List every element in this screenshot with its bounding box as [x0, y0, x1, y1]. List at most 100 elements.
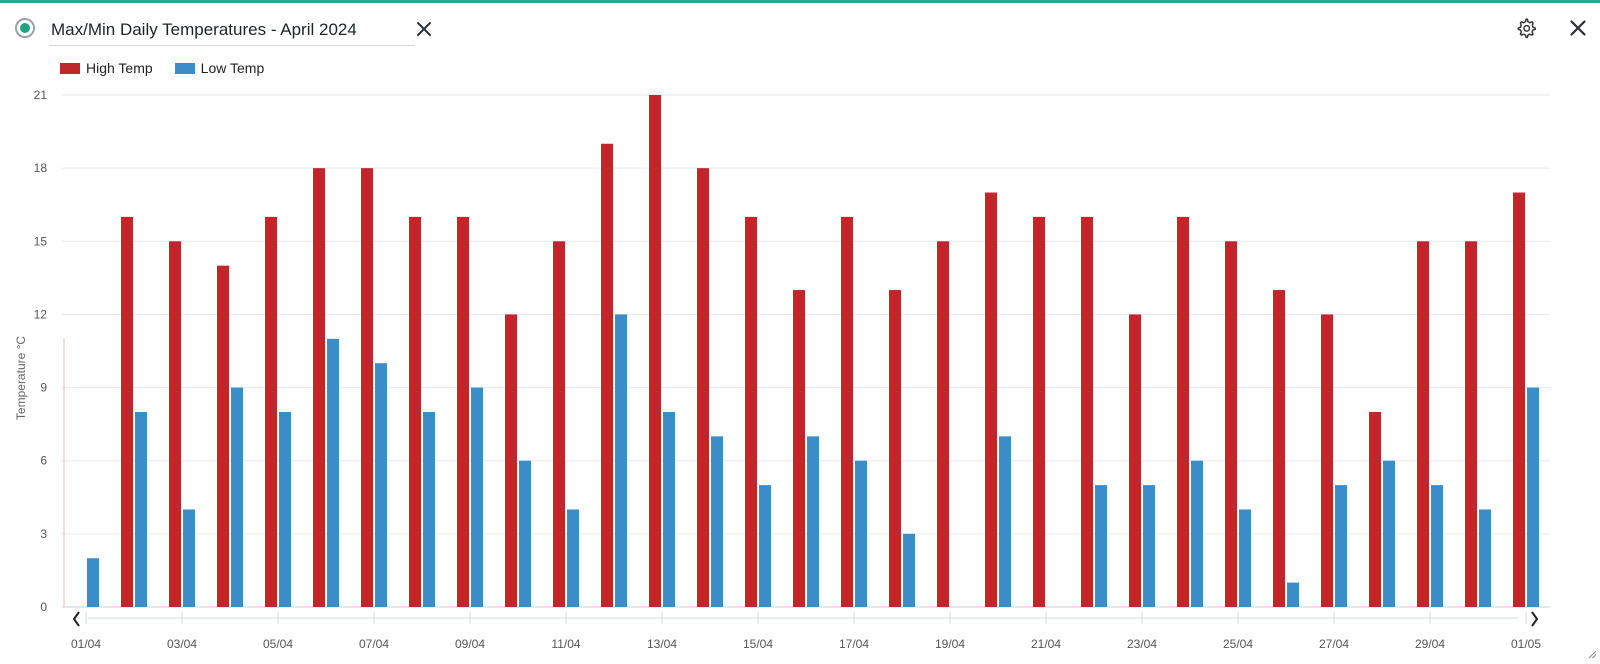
low-temp-bar — [1239, 509, 1251, 607]
low-temp-bar — [1095, 485, 1107, 607]
legend-item-high-temp[interactable]: High Temp — [60, 60, 153, 76]
low-temp-bar — [135, 411, 147, 607]
high-temp-bar — [169, 241, 181, 608]
high-temp-bar — [1417, 241, 1429, 608]
low-temp-bar — [231, 387, 243, 607]
high-temp-bar — [1465, 241, 1477, 608]
resize-handle[interactable] — [1588, 646, 1597, 659]
low-temp-bar — [1527, 387, 1539, 607]
high-temp-bar — [505, 314, 517, 607]
high-temp-bar — [1225, 241, 1237, 608]
low-temp-bar — [1431, 485, 1443, 607]
high-temp-bar — [1033, 216, 1045, 607]
high-temp-bar — [601, 143, 613, 607]
low-temp-bar — [423, 411, 435, 607]
low-temp-bar — [759, 485, 771, 607]
temperature-bar-chart: 0 3 6 9 12 15 18 21 Temperature °C 01/04 03/04 05/0… — [14, 88, 1550, 651]
low-temp-bar — [327, 338, 339, 607]
x-tick-label: 29/04 — [1415, 637, 1445, 651]
low-temp-bar — [663, 411, 675, 607]
low-temp-bar — [903, 533, 915, 607]
y-tick-label: 12 — [34, 307, 48, 321]
high-temp-bar — [889, 290, 901, 607]
x-tick-label: 19/04 — [935, 637, 965, 651]
low-temp-bar — [1479, 509, 1491, 607]
high-temp-bar — [121, 216, 133, 607]
settings-button[interactable] — [1515, 17, 1537, 39]
low-temp-bar — [1287, 582, 1299, 607]
chart-title-input[interactable] — [49, 15, 415, 46]
y-tick-label: 18 — [34, 161, 48, 175]
legend-label-high-temp: High Temp — [86, 60, 153, 76]
high-temp-bar — [1513, 192, 1525, 607]
low-temp-bar — [1383, 460, 1395, 607]
chevron-left-icon[interactable] — [72, 611, 80, 627]
high-temp-bar — [745, 216, 757, 607]
chart-header — [0, 3, 1600, 53]
x-tick-label: 01/05 — [1511, 637, 1541, 651]
high-temp-bar — [553, 241, 565, 608]
close-icon — [1570, 20, 1586, 36]
high-temp-bar — [697, 168, 709, 607]
x-tick-label: 09/04 — [455, 637, 485, 651]
top-accent-line — [0, 0, 1600, 3]
clear-title-button[interactable] — [416, 21, 432, 37]
close-button[interactable] — [1569, 19, 1587, 37]
x-tick-label: 21/04 — [1031, 637, 1061, 651]
high-temp-bar — [1177, 216, 1189, 607]
high-temp-bar — [985, 192, 997, 607]
low-temp-bar — [1143, 485, 1155, 607]
status-dot-fill — [20, 23, 30, 33]
x-tick-label: 11/04 — [551, 637, 580, 651]
gear-icon — [1517, 18, 1536, 39]
x-tick-label: 07/04 — [359, 637, 389, 651]
high-temp-bar — [1273, 290, 1285, 607]
resize-grip-icon — [1588, 650, 1597, 659]
low-temp-bar — [615, 314, 627, 607]
high-temp-bar — [1321, 314, 1333, 607]
high-temp-bar — [409, 216, 421, 607]
high-temp-bar — [265, 216, 277, 607]
y-tick-label: 6 — [40, 454, 47, 468]
x-tick-label: 13/04 — [647, 637, 677, 651]
x-tick-label: 23/04 — [1127, 637, 1157, 651]
high-temp-bar — [361, 168, 373, 607]
low-temp-bar — [519, 460, 531, 607]
high-temp-bar — [313, 168, 325, 607]
x-tick-label: 03/04 — [167, 637, 197, 651]
y-axis-label: Temperature °C — [14, 336, 28, 420]
low-temp-bar — [999, 436, 1011, 607]
low-temp-bar — [183, 509, 195, 607]
x-tick-label: 15/04 — [743, 637, 773, 651]
y-tick-label: 9 — [40, 381, 47, 395]
close-icon — [417, 22, 431, 36]
x-tick-label: 25/04 — [1223, 637, 1253, 651]
legend-swatch-high-temp — [60, 62, 80, 74]
low-temp-bar — [855, 460, 867, 607]
chart-legend: High Temp Low Temp — [60, 58, 286, 78]
low-temp-bar — [807, 436, 819, 607]
high-temp-bar — [1081, 216, 1093, 607]
high-temp-bar — [217, 265, 229, 607]
legend-item-low-temp[interactable]: Low Temp — [174, 60, 265, 76]
low-temp-bar — [711, 436, 723, 607]
high-temp-bar — [649, 95, 661, 607]
x-tick-label: 17/04 — [839, 637, 869, 651]
low-temp-bar — [87, 558, 99, 607]
y-tick-label: 0 — [40, 600, 47, 614]
status-dot-icon — [15, 18, 35, 38]
low-temp-bar — [567, 509, 579, 607]
legend-swatch-low-temp — [174, 62, 195, 74]
chevron-right-icon[interactable] — [1531, 611, 1539, 627]
high-temp-bar — [937, 241, 949, 608]
y-tick-label: 21 — [34, 88, 48, 102]
legend-label-low-temp: Low Temp — [200, 60, 265, 76]
high-temp-bar — [1129, 314, 1141, 607]
low-temp-bar — [471, 387, 483, 607]
low-temp-bar — [1191, 460, 1203, 607]
high-temp-bar — [793, 290, 805, 607]
y-tick-label: 3 — [40, 527, 47, 541]
y-tick-label: 15 — [34, 234, 48, 248]
low-temp-bar — [1335, 485, 1347, 607]
x-tick-label: 01/04 — [71, 637, 101, 651]
